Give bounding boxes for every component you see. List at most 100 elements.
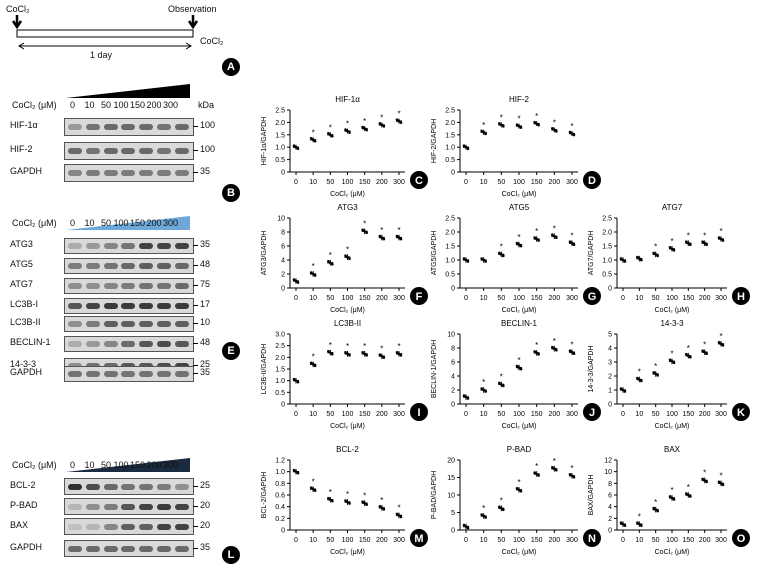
- y-tick-label: 1.0: [275, 145, 285, 152]
- data-point: [484, 132, 487, 136]
- data-point: [515, 364, 519, 368]
- x-tick-label: 10: [635, 295, 643, 302]
- data-point: [640, 524, 643, 527]
- timeline-bar: [16, 29, 194, 38]
- data-point: [656, 374, 659, 377]
- significance-star: *: [703, 340, 706, 349]
- data-point: [327, 496, 330, 500]
- data-point: [365, 354, 368, 357]
- y-tick-label: 1.0: [602, 258, 612, 265]
- significance-star: *: [654, 498, 657, 507]
- band: [157, 303, 171, 309]
- data-point: [500, 123, 503, 127]
- significance-star: *: [670, 350, 673, 359]
- dose-label: 0: [70, 460, 76, 470]
- data-point: [462, 523, 466, 527]
- band: [139, 524, 154, 530]
- y-axis-label: HIF-1α/GAPDH: [261, 117, 268, 165]
- y-tick-label: 0.5: [602, 272, 612, 279]
- significance-star: *: [535, 112, 538, 121]
- x-axis-label: CoCl₂ (μM): [330, 307, 365, 314]
- x-tick-label: 300: [393, 179, 405, 186]
- x-axis-label: CoCl₂ (μM): [330, 191, 365, 198]
- significance-star: *: [397, 504, 400, 513]
- significance-star: *: [553, 224, 556, 233]
- data-point: [572, 352, 576, 356]
- data-point: [672, 361, 676, 365]
- dose-label: 150: [130, 218, 146, 228]
- panel-badge-letter: C: [415, 175, 423, 187]
- panel-badge-letter: H: [737, 291, 745, 303]
- data-point: [533, 350, 536, 353]
- data-point: [292, 278, 296, 281]
- x-tick-label: 100: [342, 411, 354, 418]
- blot-kda-value: 35: [200, 239, 211, 249]
- x-tick-label: 50: [652, 295, 660, 302]
- significance-star: *: [397, 342, 400, 351]
- dose-label: 100: [113, 218, 129, 228]
- blot-kda-value: 17: [200, 299, 211, 309]
- data-point: [313, 274, 317, 277]
- data-point: [636, 521, 639, 524]
- dose-gradient-wedge: [66, 216, 190, 230]
- band: [139, 371, 154, 377]
- data-point: [466, 397, 470, 400]
- x-tick-label: 200: [699, 295, 711, 302]
- band: [85, 504, 100, 510]
- data-point: [519, 126, 523, 129]
- y-tick-label: 2.5: [275, 343, 285, 350]
- y-tick-label: 1.2: [275, 458, 285, 465]
- data-point: [500, 507, 503, 510]
- band: [103, 124, 118, 130]
- blot-kda-value: 48: [200, 337, 211, 347]
- data-point: [363, 501, 366, 505]
- chart-title: BCL-2: [336, 445, 359, 454]
- data-point: [572, 243, 576, 246]
- data-point: [361, 228, 364, 232]
- data-point: [311, 138, 315, 142]
- band: [85, 124, 100, 130]
- dose-gradient-wedge: [66, 458, 190, 472]
- significance-star: *: [687, 231, 690, 240]
- x-axis-label: CoCl₂ (μM): [502, 549, 537, 556]
- data-point: [378, 505, 382, 508]
- significance-star: *: [363, 491, 366, 500]
- y-tick-label: 4: [451, 374, 455, 381]
- kda-tick: [193, 126, 198, 127]
- panel-badge-B: B: [222, 184, 240, 202]
- significance-star: *: [329, 341, 332, 350]
- band: [103, 321, 118, 327]
- data-point: [365, 128, 368, 132]
- data-point: [378, 234, 382, 238]
- significance-star: *: [380, 344, 383, 353]
- data-point: [705, 243, 708, 246]
- data-point: [687, 241, 690, 245]
- dose-label: 200: [146, 460, 162, 470]
- blot-row-p-bad: [64, 498, 194, 515]
- blot-kda-value: 48: [200, 259, 211, 269]
- y-tick-label: 0: [281, 286, 285, 293]
- panel-badge-G: [583, 287, 601, 305]
- panel-badge-E: E: [222, 342, 240, 360]
- chart-N: P-BAD 0 5 10 15 20 P-BAD/GAPDH 0 10 50 100 150 200 30…: [431, 445, 601, 556]
- significance-star: *: [329, 488, 332, 497]
- blot-kda-value: 100: [200, 144, 216, 154]
- blot-row-atg5: [64, 258, 194, 274]
- band: [139, 263, 154, 269]
- x-axis-label: CoCl₂ (μM): [502, 191, 537, 198]
- data-point: [638, 522, 641, 526]
- band: [103, 263, 118, 269]
- y-tick-label: 2.5: [445, 108, 455, 115]
- x-axis-label: CoCl₂ (μM): [502, 423, 537, 430]
- blot-protein-label: P-BAD: [10, 499, 38, 510]
- data-point: [703, 241, 706, 245]
- band: [121, 243, 136, 249]
- data-point: [462, 394, 466, 397]
- chart-G: ATG5 0 0.5 1.0 1.5 2.0 2.5 ATG5/GAPDH 0 10 50 100 15…: [431, 203, 601, 314]
- data-point: [382, 508, 386, 511]
- x-tick-label: 150: [682, 295, 694, 302]
- significance-star: *: [703, 231, 706, 240]
- band: [139, 124, 154, 130]
- x-tick-label: 0: [294, 295, 298, 302]
- band: [121, 321, 136, 327]
